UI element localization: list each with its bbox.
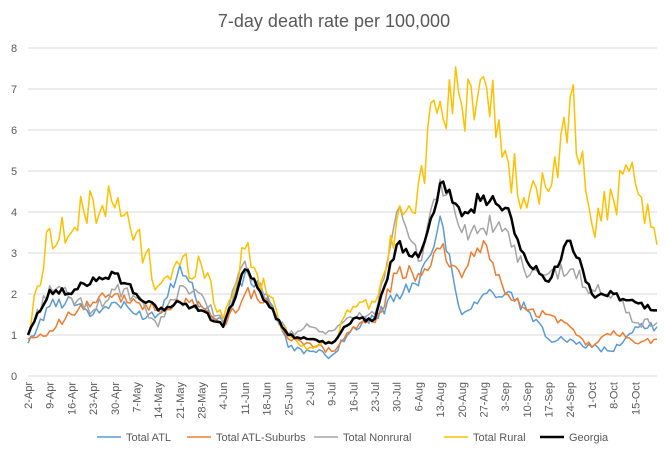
x-tick-label: 16-Apr (66, 382, 78, 415)
x-tick-label: 23-Jul (370, 382, 382, 412)
legend: Total ATL Total ATL-Suburbs Total Nonrural… (97, 432, 609, 444)
y-tick-label: 5 (11, 166, 17, 178)
x-tick-label: 9-Jul (327, 382, 339, 406)
x-tick-label: 24-Sep (565, 382, 577, 417)
x-tick-label: 18-Jun (262, 382, 274, 416)
x-tick-label: 3-Sep (500, 382, 512, 411)
x-tick-label: 23-Apr (88, 382, 100, 415)
y-axis-ticks: 0 1 2 3 4 5 6 7 8 (11, 43, 17, 383)
x-tick-label: 15-Oct (630, 382, 642, 415)
series-lines (26, 66, 658, 360)
x-tick-label: 1-Oct (587, 382, 599, 409)
y-tick-label: 3 (11, 248, 17, 260)
x-tick-label: 17-Sep (544, 382, 556, 417)
y-tick-label: 1 (11, 330, 17, 342)
x-tick-label: 7-May (131, 382, 143, 413)
x-tick-label: 16-Jul (348, 382, 360, 412)
x-tick-label: 20-Aug (457, 382, 469, 417)
x-tick-label: 8-Oct (609, 382, 621, 409)
x-tick-label: 11-Jun (240, 382, 252, 415)
legend-label: Total ATL-Suburbs (216, 432, 306, 444)
legend-label: Total Nonrural (343, 432, 411, 444)
x-tick-label: 10-Sep (522, 382, 534, 417)
x-tick-label: 27-Aug (478, 382, 490, 417)
y-tick-label: 7 (11, 84, 17, 96)
series-line (27, 66, 658, 351)
legend-label: Total Rural (473, 432, 526, 444)
x-tick-label: 21-May (175, 382, 187, 419)
x-axis-ticks: 2-Apr 9-Apr 16-Apr 23-Apr 30-Apr 7-May 14-May 2… (23, 382, 642, 419)
y-tick-label: 0 (11, 371, 17, 383)
x-tick-label: 9-Apr (45, 382, 57, 409)
x-tick-label: 6-Aug (413, 382, 425, 411)
x-tick-label: 30-Jul (392, 382, 404, 412)
x-tick-label: 2-Jul (305, 382, 317, 406)
x-tick-label: 30-Apr (110, 382, 122, 415)
x-tick-label: 4-Jun (218, 382, 230, 410)
x-tick-label: 28-May (197, 382, 209, 419)
series-line (27, 239, 658, 354)
x-tick-label: 25-Jun (283, 382, 295, 416)
x-tick-label: 14-May (153, 382, 165, 419)
y-tick-label: 2 (11, 289, 17, 301)
series-line (26, 180, 657, 345)
legend-label: Georgia (569, 432, 609, 444)
y-tick-label: 6 (11, 125, 17, 137)
y-tick-label: 8 (11, 43, 17, 55)
x-tick-label: 2-Apr (23, 382, 35, 409)
legend-label: Total ATL (126, 432, 171, 444)
series-line (27, 178, 658, 336)
x-tick-label: 13-Aug (435, 382, 447, 417)
y-tick-label: 4 (11, 207, 17, 219)
chart-title: 7-day death rate per 100,000 (218, 11, 450, 31)
